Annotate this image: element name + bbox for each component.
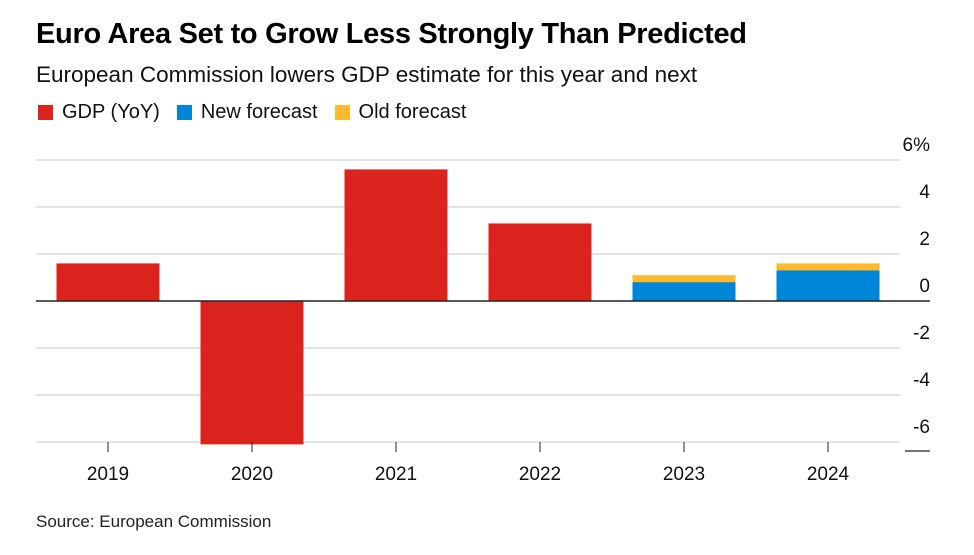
legend-swatch-gdp bbox=[38, 105, 53, 120]
legend-item-new-forecast: New forecast bbox=[176, 101, 318, 124]
y-tick-labels: 6% 4 2 0 -2 -4 -6 bbox=[903, 135, 931, 438]
bar-gdp bbox=[56, 263, 160, 301]
legend-item-old-forecast: Old forecast bbox=[334, 101, 467, 124]
chart-legend: GDP (YoY) New forecast Old forecast bbox=[38, 101, 483, 124]
y-tick-label: 4 bbox=[919, 182, 930, 203]
x-tick-label: 2020 bbox=[231, 464, 273, 485]
legend-label-old-forecast: Old forecast bbox=[358, 101, 467, 123]
chart-title: Euro Area Set to Grow Less Strongly Than… bbox=[36, 18, 747, 50]
legend-label-new-forecast: New forecast bbox=[200, 101, 318, 123]
y-tick-label: -4 bbox=[913, 370, 930, 391]
bars bbox=[56, 169, 880, 445]
bar-gdp bbox=[344, 169, 448, 301]
x-tick-label: 2021 bbox=[375, 464, 417, 485]
chart-subtitle: European Commission lowers GDP estimate … bbox=[36, 62, 698, 87]
y-tick-label: 6% bbox=[903, 135, 931, 156]
y-tick-label: 2 bbox=[919, 229, 930, 250]
axes bbox=[36, 300, 930, 452]
x-tick-label: 2022 bbox=[519, 464, 561, 485]
source-note: Source: European Commission bbox=[36, 512, 272, 531]
legend-label-gdp: GDP (YoY) bbox=[62, 101, 160, 123]
legend-swatch-old-forecast bbox=[334, 105, 350, 120]
bar-gdp bbox=[488, 223, 592, 301]
x-tick-labels: 2019 2020 2021 2022 2023 2024 bbox=[87, 464, 850, 485]
y-tick-label: 0 bbox=[919, 276, 930, 297]
bar-gdp bbox=[200, 301, 304, 445]
bar-new-forecast bbox=[776, 270, 880, 301]
x-tick-label: 2024 bbox=[807, 464, 850, 485]
x-tick-label: 2019 bbox=[87, 464, 129, 485]
y-tick-label: -6 bbox=[913, 417, 930, 438]
bar-new-forecast bbox=[632, 282, 736, 301]
y-tick-label: -2 bbox=[913, 323, 930, 344]
x-tick-label: 2023 bbox=[663, 464, 705, 485]
legend-item-gdp: GDP (YoY) bbox=[38, 101, 160, 124]
legend-swatch-new-forecast bbox=[176, 105, 192, 120]
gridlines bbox=[36, 159, 900, 443]
